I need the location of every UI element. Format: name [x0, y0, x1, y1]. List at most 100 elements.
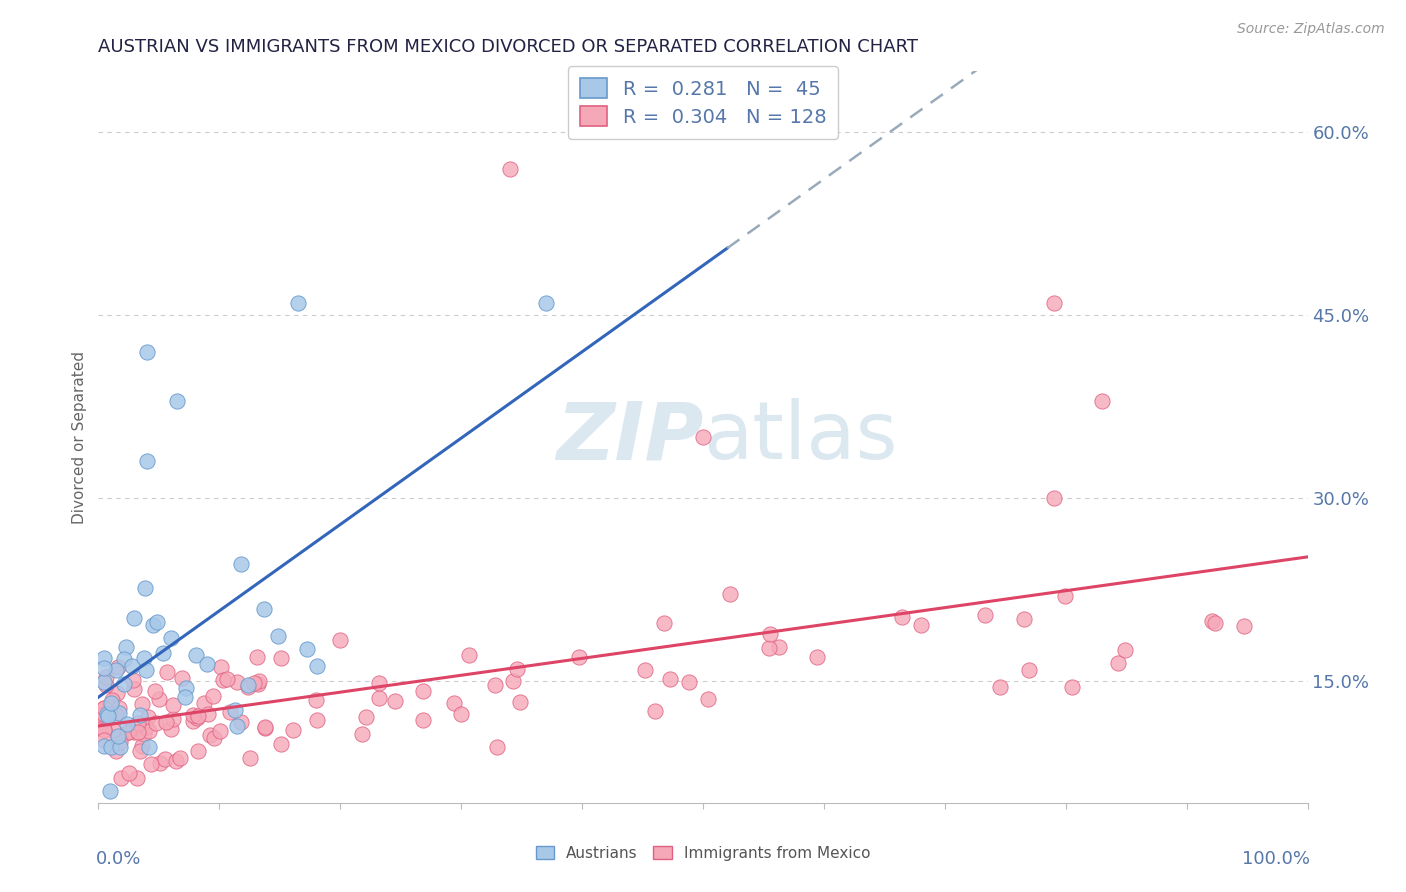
- Point: [97, 709, 120, 723]
- Point: [127, 772, 149, 786]
- Point: [112, 652, 135, 666]
- Point: [108, 701, 131, 715]
- Point: [759, 626, 782, 640]
- Point: [988, 680, 1011, 694]
- Point: [181, 708, 204, 723]
- Point: [165, 754, 187, 768]
- Point: [100, 740, 122, 755]
- Text: ZIP: ZIP: [555, 398, 703, 476]
- Point: [1042, 296, 1064, 310]
- Point: [202, 689, 225, 703]
- Point: [131, 697, 153, 711]
- Point: [485, 740, 508, 755]
- Point: [96, 670, 118, 684]
- Point: [127, 715, 149, 730]
- Point: [412, 713, 434, 727]
- Point: [534, 296, 557, 310]
- Point: [1107, 656, 1129, 670]
- Point: [93, 701, 115, 715]
- Point: [243, 676, 266, 690]
- Point: [132, 727, 155, 741]
- Point: [187, 709, 209, 723]
- Point: [100, 696, 122, 710]
- Point: [134, 581, 156, 595]
- Point: [368, 690, 391, 705]
- Point: [98, 783, 121, 797]
- Point: [267, 629, 290, 643]
- Point: [162, 698, 184, 712]
- Point: [117, 716, 139, 731]
- Point: [121, 673, 143, 687]
- Point: [146, 615, 169, 629]
- Point: [634, 663, 657, 677]
- Point: [122, 724, 145, 739]
- Point: [160, 722, 183, 736]
- Point: [162, 712, 184, 726]
- Point: [209, 660, 232, 674]
- Point: [225, 719, 247, 733]
- Point: [224, 703, 246, 717]
- Point: [352, 727, 374, 741]
- Point: [174, 681, 197, 695]
- Point: [450, 707, 472, 722]
- Point: [107, 685, 129, 699]
- Point: [96, 706, 118, 721]
- Point: [122, 682, 145, 697]
- Point: [229, 557, 252, 571]
- Point: [93, 720, 115, 734]
- Point: [93, 723, 115, 738]
- Point: [149, 756, 172, 770]
- Point: [249, 674, 271, 689]
- Point: [236, 680, 259, 694]
- Point: [502, 674, 524, 689]
- Point: [110, 772, 132, 786]
- Point: [155, 714, 177, 729]
- Text: AUSTRIAN VS IMMIGRANTS FROM MEXICO DIVORCED OR SEPARATED CORRELATION CHART: AUSTRIAN VS IMMIGRANTS FROM MEXICO DIVOR…: [98, 38, 918, 56]
- Point: [758, 640, 780, 655]
- Point: [1204, 616, 1226, 631]
- Point: [195, 657, 218, 671]
- Point: [93, 733, 115, 747]
- Point: [659, 672, 682, 686]
- Point: [215, 672, 238, 686]
- Point: [186, 711, 208, 725]
- Point: [132, 651, 155, 665]
- Legend: Austrians, Immigrants from Mexico: Austrians, Immigrants from Mexico: [529, 838, 877, 868]
- Point: [1114, 643, 1136, 657]
- Point: [118, 765, 141, 780]
- Point: [254, 720, 277, 734]
- Point: [270, 738, 292, 752]
- Point: [1042, 491, 1064, 505]
- Point: [246, 677, 269, 691]
- Point: [568, 649, 591, 664]
- Point: [768, 640, 790, 654]
- Point: [193, 696, 215, 710]
- Text: atlas: atlas: [703, 398, 897, 476]
- Point: [118, 723, 141, 738]
- Point: [678, 675, 700, 690]
- Point: [281, 723, 304, 737]
- Point: [121, 659, 143, 673]
- Point: [138, 724, 160, 739]
- Point: [93, 739, 115, 753]
- Point: [98, 699, 121, 714]
- Text: 0.0%: 0.0%: [96, 850, 142, 868]
- Point: [108, 706, 131, 720]
- Point: [117, 725, 139, 739]
- Point: [105, 744, 128, 758]
- Point: [253, 602, 276, 616]
- Point: [181, 714, 204, 729]
- Point: [104, 663, 127, 677]
- Point: [225, 675, 247, 690]
- Point: [124, 611, 146, 625]
- Point: [174, 690, 197, 704]
- Point: [160, 631, 183, 645]
- Point: [246, 650, 269, 665]
- Point: [692, 430, 714, 444]
- Point: [384, 694, 406, 708]
- Point: [806, 649, 828, 664]
- Point: [101, 693, 124, 707]
- Point: [93, 701, 115, 715]
- Point: [644, 704, 666, 718]
- Point: [238, 678, 260, 692]
